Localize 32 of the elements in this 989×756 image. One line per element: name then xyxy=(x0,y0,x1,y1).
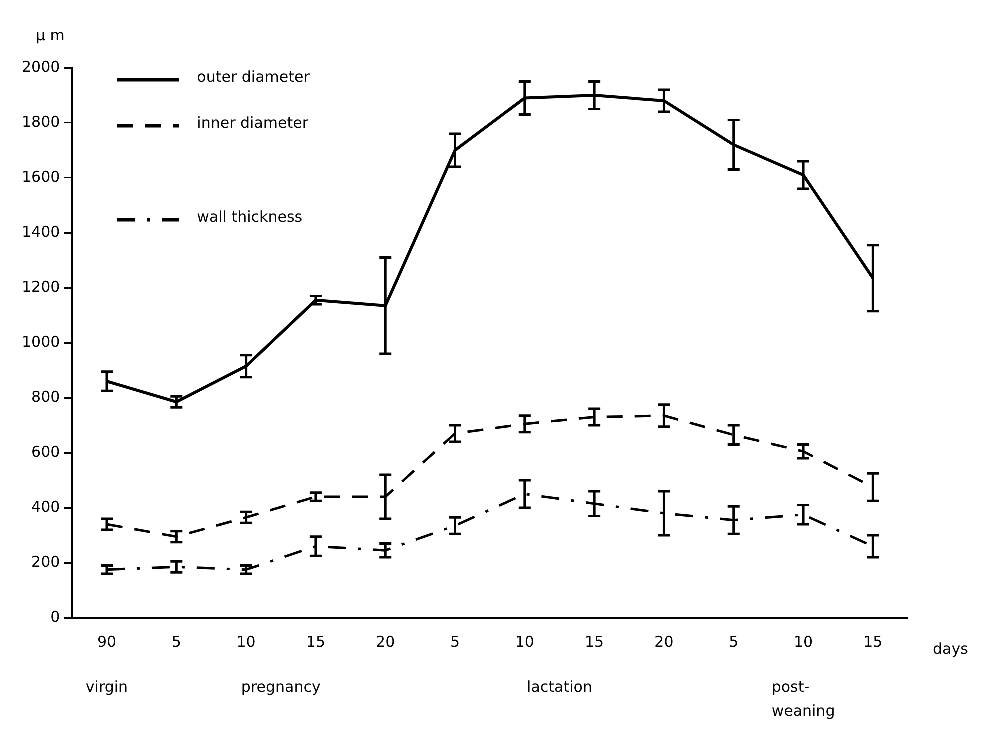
x-tick-label: 20 xyxy=(376,632,396,651)
x-tick-label: 10 xyxy=(236,632,256,651)
text: post- weaning xyxy=(772,678,836,720)
y-tick-label: 800 xyxy=(32,388,60,406)
y-tick-label: 1000 xyxy=(22,332,60,351)
x-tick-label: 15 xyxy=(306,632,326,651)
legend-label: inner diameter xyxy=(197,114,310,132)
x-tick-label: 90 xyxy=(97,632,117,651)
x-tick-label: 10 xyxy=(515,632,534,651)
y-tick-label: 2000 xyxy=(22,58,60,76)
y-tick-label: 400 xyxy=(32,498,60,516)
y-tick-label: 0 xyxy=(50,608,60,626)
y-tick-label: 1400 xyxy=(22,222,60,241)
text: pregnancy xyxy=(241,678,321,696)
x-tick-label: 15 xyxy=(585,632,604,651)
y-tick-label: 600 xyxy=(32,442,60,461)
x-tick-label: 20 xyxy=(654,632,674,651)
text: lactation xyxy=(527,678,592,696)
legend-label: wall thickness xyxy=(197,208,303,226)
y-tick-label: 200 xyxy=(32,552,60,571)
x-tick-label: 10 xyxy=(794,632,814,651)
y-tick-label: 1200 xyxy=(22,278,60,296)
x-tick-label: 5 xyxy=(172,632,182,651)
x-tick-label: 5 xyxy=(450,632,460,651)
y-axis-title: μ m xyxy=(36,26,65,44)
x-tick-label: 15 xyxy=(864,632,883,651)
y-tick-label: 1600 xyxy=(22,168,60,186)
x-tick-label: 5 xyxy=(729,632,739,651)
text: days xyxy=(933,640,969,658)
y-tick-label: 1800 xyxy=(22,112,60,131)
legend-label: outer diameter xyxy=(197,68,311,86)
text: virgin xyxy=(86,678,128,696)
